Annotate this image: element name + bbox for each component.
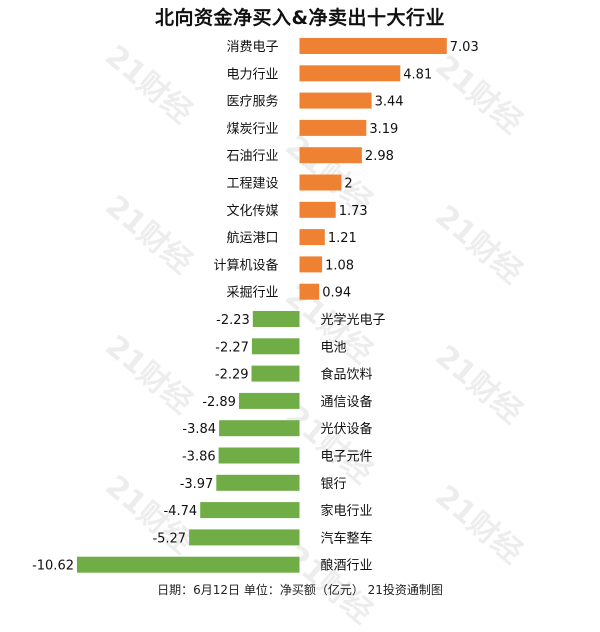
bar-net-sell — [200, 502, 300, 519]
category-label: 工程建设 — [226, 177, 278, 192]
value-label: -3.84 — [182, 422, 216, 437]
bar-net-sell — [216, 474, 300, 491]
chart-footer: 日期：6月12日 单位：净买额（亿元） 21投资通制图 — [157, 583, 443, 597]
bar-net-sell — [219, 420, 300, 437]
value-label: 1.08 — [325, 258, 354, 273]
value-label: 4.81 — [403, 67, 432, 82]
value-label: -3.97 — [180, 477, 214, 492]
value-label: -2.23 — [216, 313, 250, 328]
bar-net-sell — [239, 392, 300, 409]
bar-net-buy — [299, 65, 401, 82]
category-label: 光伏设备 — [321, 421, 373, 437]
bar-net-sell — [77, 556, 300, 573]
chart-title: 北向资金净买入&净卖出十大行业 — [154, 7, 446, 29]
category-label: 酿酒行业 — [321, 558, 373, 574]
bar-net-sell — [251, 365, 300, 382]
value-label: -10.62 — [32, 559, 74, 574]
value-label: 3.19 — [369, 122, 398, 137]
value-label: 2 — [344, 177, 352, 192]
value-label: 1.21 — [328, 231, 357, 246]
category-label: 航运港口 — [226, 230, 278, 246]
category-label: 煤炭行业 — [226, 122, 278, 137]
bar-net-buy — [299, 174, 342, 191]
value-label: -3.86 — [182, 450, 216, 465]
value-label: 2.98 — [365, 149, 394, 164]
category-label: 电力行业 — [226, 67, 278, 82]
value-label: 3.44 — [375, 95, 404, 110]
bar-net-buy — [299, 283, 320, 300]
bar-net-sell — [252, 311, 300, 327]
category-label: 汽车整车 — [321, 530, 373, 546]
category-label: 文化传媒 — [226, 204, 278, 219]
category-label: 计算机设备 — [213, 257, 278, 273]
category-label: 采掘行业 — [226, 286, 278, 301]
bar-net-sell — [251, 338, 300, 355]
bar-net-buy — [299, 229, 325, 246]
value-label: -2.89 — [202, 395, 236, 410]
bar-net-buy — [299, 256, 323, 273]
category-label: 银行 — [321, 477, 347, 492]
value-label: 1.73 — [339, 204, 368, 219]
bar-chart: 消费电子 7.03 电力行业 4.81 医疗服务 3.44 煤炭行业 3.19 石油行业 2.98… — [32, 38, 479, 574]
bar-net-buy — [299, 147, 362, 164]
bar-net-buy — [299, 119, 367, 136]
category-label: 光学光电子 — [321, 312, 386, 328]
bar-net-buy — [299, 92, 372, 109]
value-label: -4.74 — [164, 504, 198, 519]
category-label: 通信设备 — [321, 394, 373, 410]
bar-net-buy — [299, 201, 336, 218]
value-label: -2.29 — [215, 368, 249, 383]
category-label: 医疗服务 — [226, 94, 278, 110]
bar-net-buy — [299, 38, 447, 54]
bar-net-sell — [218, 447, 300, 464]
value-label: -5.27 — [152, 531, 186, 546]
value-label: 0.94 — [322, 286, 351, 301]
category-label: 电池 — [321, 340, 347, 355]
category-label: 家电行业 — [321, 503, 373, 519]
value-label: 7.03 — [450, 40, 479, 55]
value-label: -2.27 — [215, 340, 249, 355]
category-label: 电子元件 — [321, 450, 373, 465]
bar-net-sell — [189, 529, 300, 546]
category-label: 食品饮料 — [321, 367, 373, 383]
category-label: 石油行业 — [226, 149, 278, 164]
category-label: 消费电子 — [226, 40, 278, 55]
